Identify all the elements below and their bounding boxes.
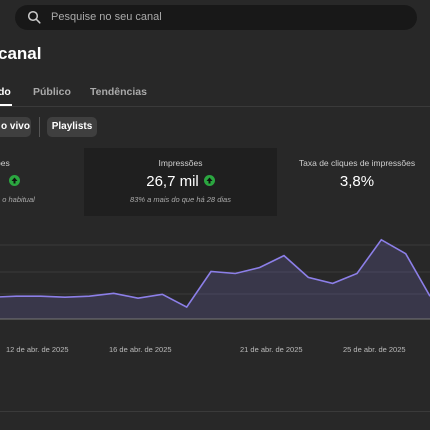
impressions-chart [0, 238, 430, 320]
x-tick-label: 16 de abr. de 2025 [109, 345, 172, 354]
tabs-divider [0, 106, 430, 107]
search-bar[interactable]: Pesquise no seu canal [15, 5, 417, 30]
x-tick-label: 21 de abr. de 2025 [240, 345, 303, 354]
footer-divider [0, 411, 430, 412]
metric-value [4, 173, 92, 190]
metric-value: 26,7 mil [84, 173, 277, 190]
x-tick-label: 12 de abr. de 2025 [6, 345, 69, 354]
search-icon [27, 10, 41, 24]
metric-label: ões [0, 158, 10, 168]
metric-card-views[interactable]: ões e o habitual [0, 148, 84, 216]
tab-active-indicator [0, 104, 12, 106]
series-area [0, 239, 430, 319]
metric-value: 3,8% [339, 173, 375, 190]
series-line [0, 238, 430, 309]
trend-up-icon [203, 174, 215, 186]
search-input[interactable]: Pesquise no seu canal [51, 11, 162, 23]
chip-playlists[interactable]: Playlists [47, 117, 97, 137]
metric-note: 83% a mais do que há 28 dias [130, 195, 231, 204]
metric-card-ctr[interactable]: Taxa de cliques de impressões 3,8% [277, 148, 430, 216]
metric-note: e o habitual [0, 195, 35, 204]
page-title: canal [0, 44, 42, 63]
chip-separator [39, 117, 40, 137]
metric-label: Taxa de cliques de impressões [298, 158, 416, 168]
tab-overview[interactable]: do [0, 86, 11, 98]
trend-up-icon [9, 174, 20, 186]
tab-audience[interactable]: Público [33, 86, 71, 98]
chip-live[interactable]: o vivo [0, 117, 31, 137]
tab-trends[interactable]: Tendências [90, 86, 147, 98]
metric-card-impressions[interactable]: Impressões 26,7 mil 83% a mais do que há… [84, 148, 277, 216]
metric-label: Impressões [158, 158, 203, 168]
metric-cards: ões e o habitual Impressões 26,7 mil 83%… [0, 148, 430, 216]
x-tick-label: 25 de abr. de 2025 [343, 345, 406, 354]
